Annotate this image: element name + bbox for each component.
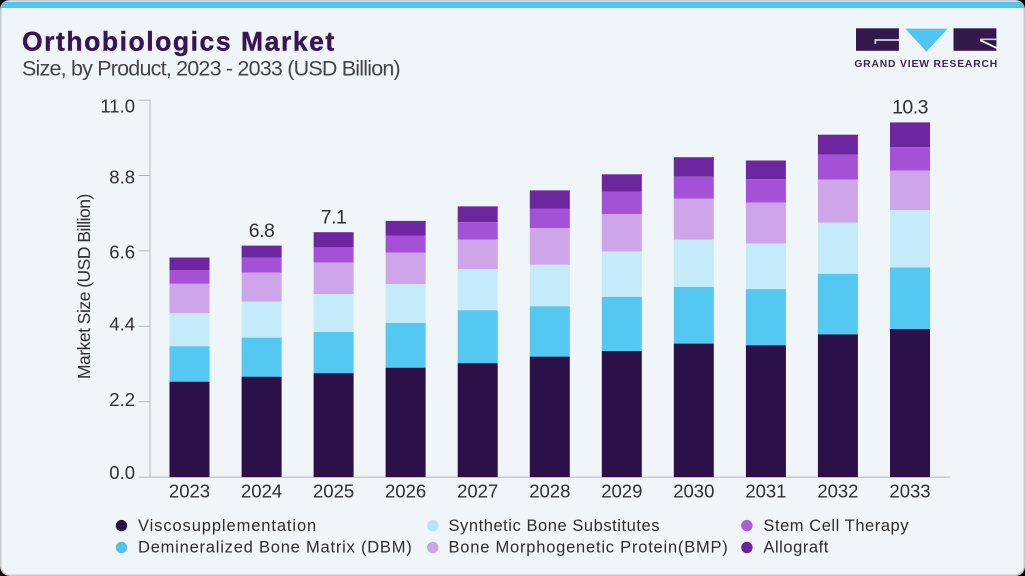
svg-text:2023: 2023 <box>169 481 210 502</box>
svg-text:Size, by Product, 2023 - 2033: Size, by Product, 2023 - 2033 (USD Billi… <box>22 57 400 81</box>
svg-text:2026: 2026 <box>385 481 426 502</box>
svg-text:2032: 2032 <box>817 481 858 502</box>
svg-text:2024: 2024 <box>241 481 282 502</box>
svg-text:Orthobiologics Market: Orthobiologics Market <box>22 26 336 56</box>
svg-text:Market Size (USD Billion): Market Size (USD Billion) <box>74 194 94 379</box>
svg-text:2030: 2030 <box>673 481 714 502</box>
svg-text:Allograft: Allograft <box>763 539 828 557</box>
svg-text:2031: 2031 <box>745 481 786 502</box>
svg-text:2025: 2025 <box>313 481 354 502</box>
svg-text:2033: 2033 <box>889 481 930 502</box>
svg-text:10.3: 10.3 <box>892 97 928 119</box>
svg-text:Viscosupplementation: Viscosupplementation <box>138 517 317 535</box>
svg-text:0.0: 0.0 <box>109 462 135 483</box>
svg-text:11.0: 11.0 <box>100 96 135 117</box>
svg-text:8.8: 8.8 <box>109 167 135 188</box>
svg-text:4.4: 4.4 <box>109 313 135 334</box>
svg-text:Demineralized Bone Matrix (DBM: Demineralized Bone Matrix (DBM) <box>138 539 413 557</box>
svg-text:Bone Morphogenetic Protein(BMP: Bone Morphogenetic Protein(BMP) <box>449 539 729 557</box>
svg-text:2028: 2028 <box>529 481 570 502</box>
svg-text:2029: 2029 <box>601 481 642 502</box>
svg-text:GRAND VIEW RESEARCH: GRAND VIEW RESEARCH <box>854 59 998 70</box>
svg-text:Synthetic Bone Substitutes: Synthetic Bone Substitutes <box>449 517 661 535</box>
svg-text:6.8: 6.8 <box>249 220 275 242</box>
svg-text:Stem Cell Therapy: Stem Cell Therapy <box>763 517 909 535</box>
svg-text:6.6: 6.6 <box>109 241 135 262</box>
svg-text:2027: 2027 <box>457 481 498 502</box>
svg-text:2.2: 2.2 <box>109 389 135 410</box>
svg-text:7.1: 7.1 <box>321 207 347 229</box>
